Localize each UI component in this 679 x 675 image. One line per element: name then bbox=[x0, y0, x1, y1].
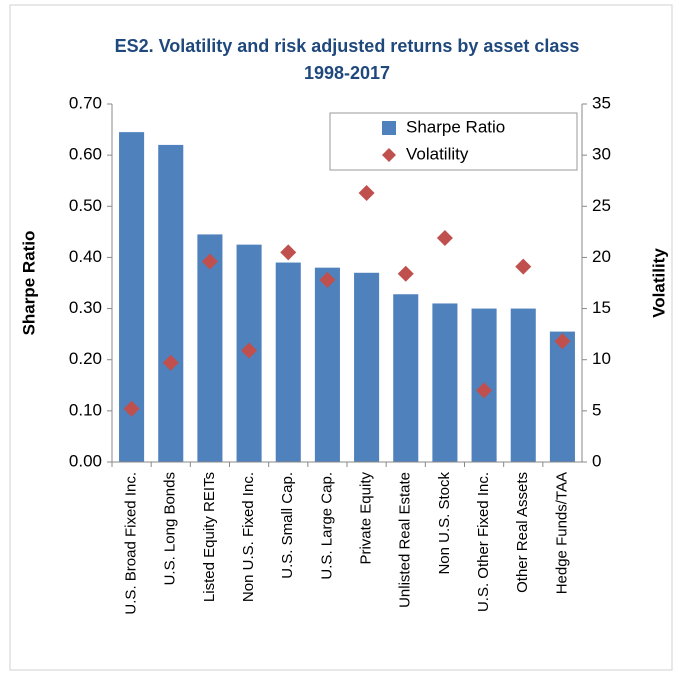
y-tick-label: 0.10 bbox=[69, 400, 102, 419]
x-tick-label: U.S. Other Fixed Inc. bbox=[475, 472, 492, 612]
bar bbox=[549, 331, 575, 462]
marker bbox=[397, 265, 414, 282]
x-tick-label: Non U.S. Fixed Inc. bbox=[240, 472, 257, 602]
marker bbox=[123, 400, 140, 417]
bar bbox=[510, 308, 536, 462]
y-tick-label: 0.70 bbox=[69, 93, 102, 112]
bar bbox=[393, 294, 419, 462]
bar bbox=[354, 272, 380, 462]
bar bbox=[275, 262, 301, 462]
x-tick-label: U.S. Large Cap. bbox=[318, 472, 335, 580]
bar bbox=[197, 234, 223, 462]
marker bbox=[476, 382, 493, 399]
x-tick-label: U.S. Broad Fixed Inc. bbox=[123, 472, 140, 615]
y-tick-label: 0.40 bbox=[69, 247, 102, 266]
y2-tick-label: 5 bbox=[592, 400, 601, 419]
y2-tick-label: 25 bbox=[592, 196, 611, 215]
y2-tick-label: 10 bbox=[592, 349, 611, 368]
x-tick-label: Private Equity bbox=[358, 472, 375, 565]
y2-tick-label: 30 bbox=[592, 145, 611, 164]
marker bbox=[280, 244, 297, 261]
marker bbox=[554, 333, 571, 350]
marker bbox=[515, 258, 532, 275]
legend-label: Sharpe Ratio bbox=[406, 117, 505, 136]
y-tick-label: 0.00 bbox=[69, 451, 102, 470]
y2-tick-label: 20 bbox=[592, 247, 611, 266]
y2-tick-label: 35 bbox=[592, 93, 611, 112]
marker bbox=[319, 271, 336, 288]
legend-box bbox=[329, 112, 578, 171]
marker bbox=[162, 354, 179, 371]
marker bbox=[241, 342, 258, 359]
legend-swatch bbox=[382, 148, 396, 162]
y2-axis-label: Volatility bbox=[649, 248, 668, 318]
chart-title: 1998-2017 bbox=[304, 63, 390, 83]
y2-tick-label: 0 bbox=[592, 451, 601, 470]
y-tick-label: 0.50 bbox=[69, 196, 102, 215]
y-tick-label: 0.20 bbox=[69, 349, 102, 368]
x-tick-label: U.S. Long Bonds bbox=[162, 472, 179, 585]
y-axis-label: Sharpe Ratio bbox=[19, 231, 38, 336]
y-tick-label: 0.30 bbox=[69, 298, 102, 317]
x-tick-label: Listed Equity REITs bbox=[201, 472, 218, 602]
x-tick-label: U.S. Small Cap. bbox=[279, 472, 296, 579]
bar bbox=[432, 303, 458, 462]
y-tick-label: 0.60 bbox=[69, 145, 102, 164]
chart-title: ES2. Volatility and risk adjusted return… bbox=[115, 36, 580, 56]
x-tick-label: Hedge Funds/TAA bbox=[553, 472, 570, 594]
x-tick-label: Unlisted Real Estate bbox=[397, 472, 414, 608]
legend-label: Volatility bbox=[406, 144, 469, 163]
marker bbox=[201, 253, 218, 270]
bar bbox=[158, 144, 184, 462]
bar bbox=[314, 267, 340, 462]
legend-swatch bbox=[382, 121, 396, 135]
marker bbox=[436, 229, 453, 246]
marker bbox=[358, 184, 375, 201]
y2-tick-label: 15 bbox=[592, 298, 611, 317]
x-tick-label: Non U.S. Stock bbox=[436, 472, 453, 575]
x-tick-label: Other Real Assets bbox=[514, 472, 531, 593]
